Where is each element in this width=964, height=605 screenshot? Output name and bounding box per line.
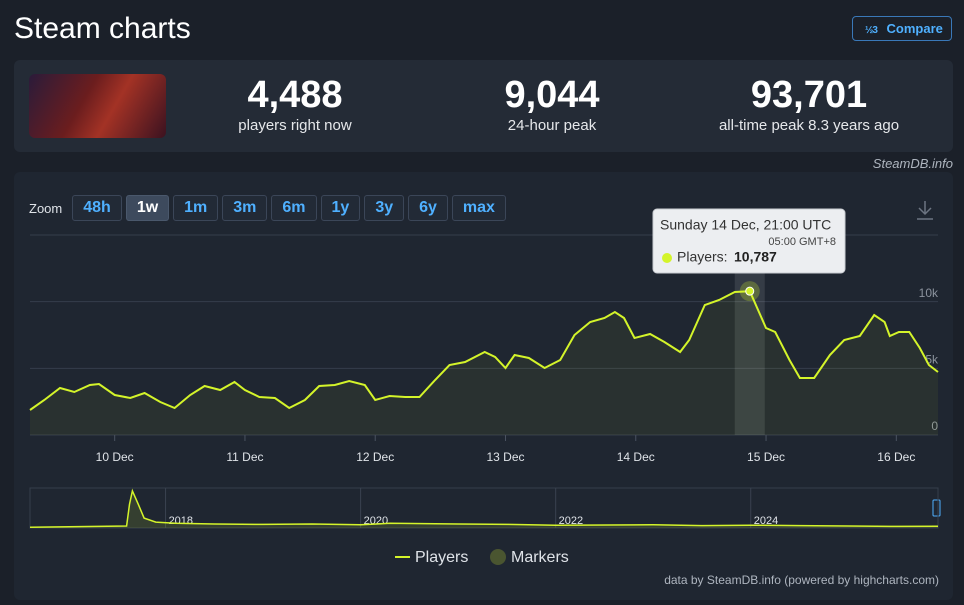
zoom-button[interactable]: 6m (271, 195, 317, 221)
zoom-button[interactable]: 3m (222, 195, 268, 221)
stat: 9,044 24-hour peak (442, 75, 662, 134)
zoom-button[interactable]: 3y (364, 195, 405, 221)
stat-label: all-time peak 8.3 years ago (718, 117, 900, 134)
game-image (29, 74, 166, 138)
stat-value: 93,701 (750, 74, 868, 116)
chart-panel (14, 172, 953, 600)
zoom-bar: Zoom 48h 1w 1m 3m 6m 1y 3y 6y max (29, 195, 506, 221)
compare-label: Compare (886, 21, 943, 36)
stat: 93,701 all-time peak 8.3 years ago (699, 75, 919, 134)
stat: 4,488 players right now (185, 75, 405, 134)
stat-value: 9,044 (504, 74, 600, 116)
stat-value: 4,488 (247, 74, 343, 116)
zoom-label: Zoom (29, 200, 63, 216)
compare-button[interactable]: ½3 Compare (852, 16, 952, 41)
source-label: SteamDB.info (872, 156, 953, 171)
credits: data by SteamDB.info (powered by highcha… (664, 573, 939, 587)
zoom-button[interactable]: max (451, 195, 506, 221)
stats-panel (14, 60, 953, 152)
zoom-button[interactable]: 48h (72, 195, 122, 221)
zoom-button[interactable]: 1w (125, 195, 170, 221)
zoom-button[interactable]: 6y (408, 195, 448, 221)
compare-icon: ½3 (865, 25, 878, 36)
zoom-button[interactable]: 1m (173, 195, 219, 221)
page-title: Steam charts (14, 12, 191, 45)
stat-label: players right now (238, 117, 352, 134)
zoom-button[interactable]: 1y (320, 195, 361, 221)
stat-label: 24-hour peak (507, 117, 597, 134)
